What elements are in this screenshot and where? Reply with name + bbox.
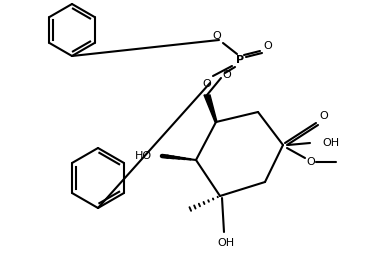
Polygon shape: [204, 95, 217, 122]
Text: HO: HO: [135, 151, 152, 161]
Text: O: O: [263, 41, 272, 51]
Text: O: O: [223, 70, 231, 80]
Text: O: O: [307, 157, 315, 167]
Text: P: P: [236, 55, 244, 65]
Text: OH: OH: [217, 238, 235, 248]
Text: O: O: [203, 79, 211, 89]
Text: O: O: [320, 111, 328, 121]
Text: O: O: [213, 31, 221, 41]
Text: OH: OH: [322, 138, 339, 148]
